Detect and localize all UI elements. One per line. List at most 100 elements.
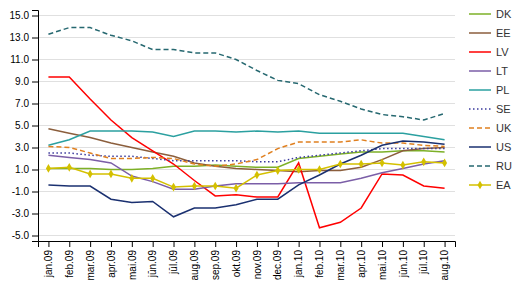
legend-label: EA xyxy=(496,179,511,191)
x-tick: apr.10 xyxy=(356,241,367,278)
series-line xyxy=(48,28,444,120)
grid-line xyxy=(38,37,455,38)
x-tick-label: sep.09 xyxy=(210,250,221,280)
legend-item: DK xyxy=(469,8,512,20)
series-marker xyxy=(359,160,364,169)
legend-item: SE xyxy=(469,103,511,115)
y-tick-label: -3.0 xyxy=(12,208,30,219)
series-marker xyxy=(338,160,343,169)
series-marker xyxy=(213,182,218,191)
x-tick-mark xyxy=(215,241,216,247)
x-tick: jūn.09 xyxy=(147,241,158,278)
y-tick: 5.0 xyxy=(15,120,38,131)
x-tick-mark xyxy=(69,241,70,247)
marks xyxy=(46,28,447,228)
legend-swatch xyxy=(469,146,491,148)
series-marker xyxy=(317,165,322,174)
x-tick: mai.10 xyxy=(377,241,388,280)
series-line xyxy=(48,141,444,217)
series-marker xyxy=(254,171,259,180)
x-tick-label: jūl.10 xyxy=(418,250,429,275)
y-tick-label: 3.0 xyxy=(15,142,29,153)
legend-item: UK xyxy=(469,122,512,134)
series-marker xyxy=(171,183,176,192)
y-axis: 15.0 13.0 11.0 9.0 7.0 5.0 3.0 1.0 -1.0 -3.0 -5.0 xyxy=(10,10,39,241)
y-tick-label: 9.0 xyxy=(15,76,29,87)
x-tick: apr.09 xyxy=(106,241,117,278)
y-tick: 11.0 xyxy=(10,54,38,65)
grid-line xyxy=(38,235,455,236)
x-tick-mark xyxy=(361,241,362,247)
x-tick-mark xyxy=(48,241,49,247)
y-tick-mark xyxy=(32,60,38,61)
x-tick-label: dec.09 xyxy=(272,250,283,280)
x-axis: jan.09feb.09mar.09apr.09mai.09jūn.09jūl.… xyxy=(39,241,456,281)
x-tick-mark xyxy=(340,241,341,247)
legend-item: LT xyxy=(469,65,508,77)
x-tick: dec.09 xyxy=(272,241,283,280)
series-line xyxy=(48,149,444,162)
y-tick: 1.0 xyxy=(15,164,38,175)
x-tick-label: jan.10 xyxy=(293,250,304,279)
x-tick-label: mai.09 xyxy=(127,250,138,280)
x-tick-label: mar.09 xyxy=(85,250,96,281)
y-tick-mark xyxy=(32,104,38,105)
y-tick-mark xyxy=(32,126,38,127)
legend-label: EE xyxy=(496,27,511,39)
x-tick-label: feb.10 xyxy=(314,250,325,278)
grid-line xyxy=(38,125,455,126)
x-tick-mark xyxy=(445,241,446,247)
y-tick-label: 13.0 xyxy=(10,32,30,43)
legend-label: LV xyxy=(496,46,509,58)
legend-label: UK xyxy=(496,122,512,134)
series-marker xyxy=(46,164,51,173)
legend-label: LT xyxy=(496,65,508,77)
x-tick-mark xyxy=(236,241,237,247)
series-line xyxy=(48,140,444,166)
x-tick: jūl.09 xyxy=(168,241,179,275)
legend-item: RU xyxy=(469,160,512,172)
series-marker xyxy=(234,184,239,193)
x-tick-label: apr.10 xyxy=(356,250,367,278)
x-tick: aug.10 xyxy=(439,241,450,281)
grid xyxy=(38,16,455,236)
legend-label: SE xyxy=(496,103,511,115)
legend-item: LV xyxy=(469,46,509,58)
y-tick-label: 1.0 xyxy=(15,164,29,175)
series-line xyxy=(48,129,444,172)
series-line xyxy=(48,155,444,189)
x-tick-label: mai.10 xyxy=(377,250,388,280)
legend-swatch xyxy=(469,89,491,91)
chart: 15.0 13.0 11.0 9.0 7.0 5.0 3.0 1.0 -1.0 -3.0 -5.0 j… xyxy=(0,0,525,285)
legend-swatch xyxy=(469,165,491,167)
x-tick-mark xyxy=(111,241,112,247)
x-tick-mark xyxy=(278,241,279,247)
legend-swatch xyxy=(469,127,491,129)
y-tick: 9.0 xyxy=(15,76,38,87)
x-tick-label: jūl.09 xyxy=(168,250,179,275)
x-tick: jūn.10 xyxy=(398,241,409,278)
y-tick: -5.0 xyxy=(12,230,38,241)
legend-swatch xyxy=(469,51,491,53)
y-tick-label: -5.0 xyxy=(12,230,30,241)
y-tick-mark xyxy=(32,192,38,193)
series-marker xyxy=(108,170,113,179)
x-tick-label: apr.09 xyxy=(106,250,117,278)
legend-label: PL xyxy=(496,84,509,96)
y-tick: 7.0 xyxy=(15,98,38,109)
y-tick-mark xyxy=(32,214,38,215)
legend-label: RU xyxy=(496,160,512,172)
y-tick-label: 15.0 xyxy=(10,10,30,21)
x-tick: feb.10 xyxy=(314,241,325,278)
y-tick: 15.0 xyxy=(10,10,38,21)
x-axis-line xyxy=(39,242,456,248)
series-marker xyxy=(129,174,134,183)
x-tick: sep.09 xyxy=(210,241,221,280)
x-tick-label: mar.10 xyxy=(335,250,346,281)
series-marker xyxy=(150,174,155,183)
x-tick-label: okt.09 xyxy=(231,250,242,278)
y-tick-label: -1.0 xyxy=(12,186,30,197)
x-tick: mai.09 xyxy=(127,241,138,280)
series-marker xyxy=(296,165,301,174)
series-marker xyxy=(88,170,93,179)
